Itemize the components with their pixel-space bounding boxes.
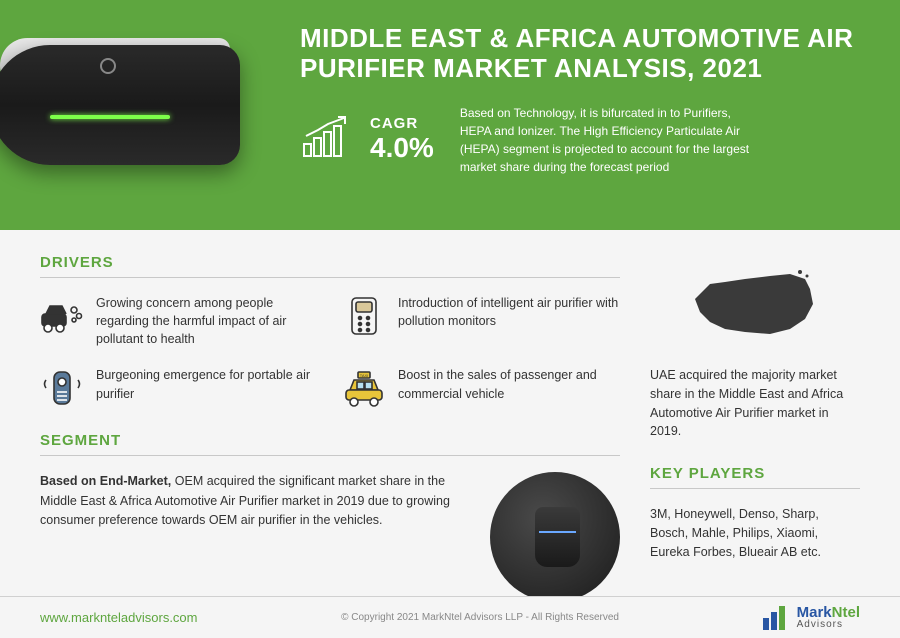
- segment-text: Based on End-Market, OEM acquired the si…: [40, 472, 470, 530]
- cagr-block: CAGR 4.0% Based on Technology, it is bif…: [300, 104, 860, 176]
- hero-description: Based on Technology, it is bifurcated in…: [460, 104, 760, 176]
- car-exhaust-icon: [40, 294, 84, 338]
- segment-lead: Based on End-Market,: [40, 474, 171, 488]
- driver-item: Introduction of intelligent air purifier…: [342, 294, 620, 348]
- cagr-label: CAGR: [370, 115, 434, 132]
- driver-item: TAXI Boost in the sales of passenger and…: [342, 366, 620, 410]
- driver-text: Boost in the sales of passenger and comm…: [398, 366, 620, 402]
- segment-heading: SEGMENT: [40, 432, 620, 456]
- footer: www.marknteladvisors.com © Copyright 202…: [0, 596, 900, 638]
- portable-purifier-icon: [40, 366, 84, 410]
- logo-sub-text: Advisors: [797, 620, 860, 630]
- hero-banner: MIDDLE EAST & AFRICA AUTOMOTIVE AIR PURI…: [0, 0, 900, 230]
- segment-image: [490, 472, 620, 602]
- page-title: MIDDLE EAST & AFRICA AUTOMOTIVE AIR PURI…: [300, 24, 860, 84]
- driver-text: Burgeoning emergence for portable air pu…: [96, 366, 318, 402]
- product-image: [0, 0, 300, 230]
- footer-copyright: © Copyright 2021 MarkNtel Advisors LLP -…: [341, 612, 619, 623]
- drivers-grid: Growing concern among people regarding t…: [40, 294, 620, 410]
- key-players-text: 3M, Honeywell, Denso, Sharp, Bosch, Mahl…: [650, 505, 860, 561]
- cagr-value: 4.0%: [370, 132, 434, 164]
- monitor-device-icon: [342, 294, 386, 338]
- region-text: UAE acquired the majority market share i…: [650, 366, 860, 441]
- driver-text: Growing concern among people regarding t…: [96, 294, 318, 348]
- drivers-heading: DRIVERS: [40, 254, 620, 278]
- uae-map-icon: [675, 254, 835, 354]
- driver-item: Growing concern among people regarding t…: [40, 294, 318, 348]
- svg-text:TAXI: TAXI: [360, 373, 369, 378]
- key-players-heading: KEY PLAYERS: [650, 465, 860, 489]
- driver-item: Burgeoning emergence for portable air pu…: [40, 366, 318, 410]
- driver-text: Introduction of intelligent air purifier…: [398, 294, 620, 330]
- footer-url[interactable]: www.marknteladvisors.com: [40, 610, 198, 625]
- brand-logo: MarkNtel Advisors: [763, 605, 860, 630]
- growth-chart-icon: [300, 114, 354, 165]
- taxi-vehicle-icon: TAXI: [342, 366, 386, 410]
